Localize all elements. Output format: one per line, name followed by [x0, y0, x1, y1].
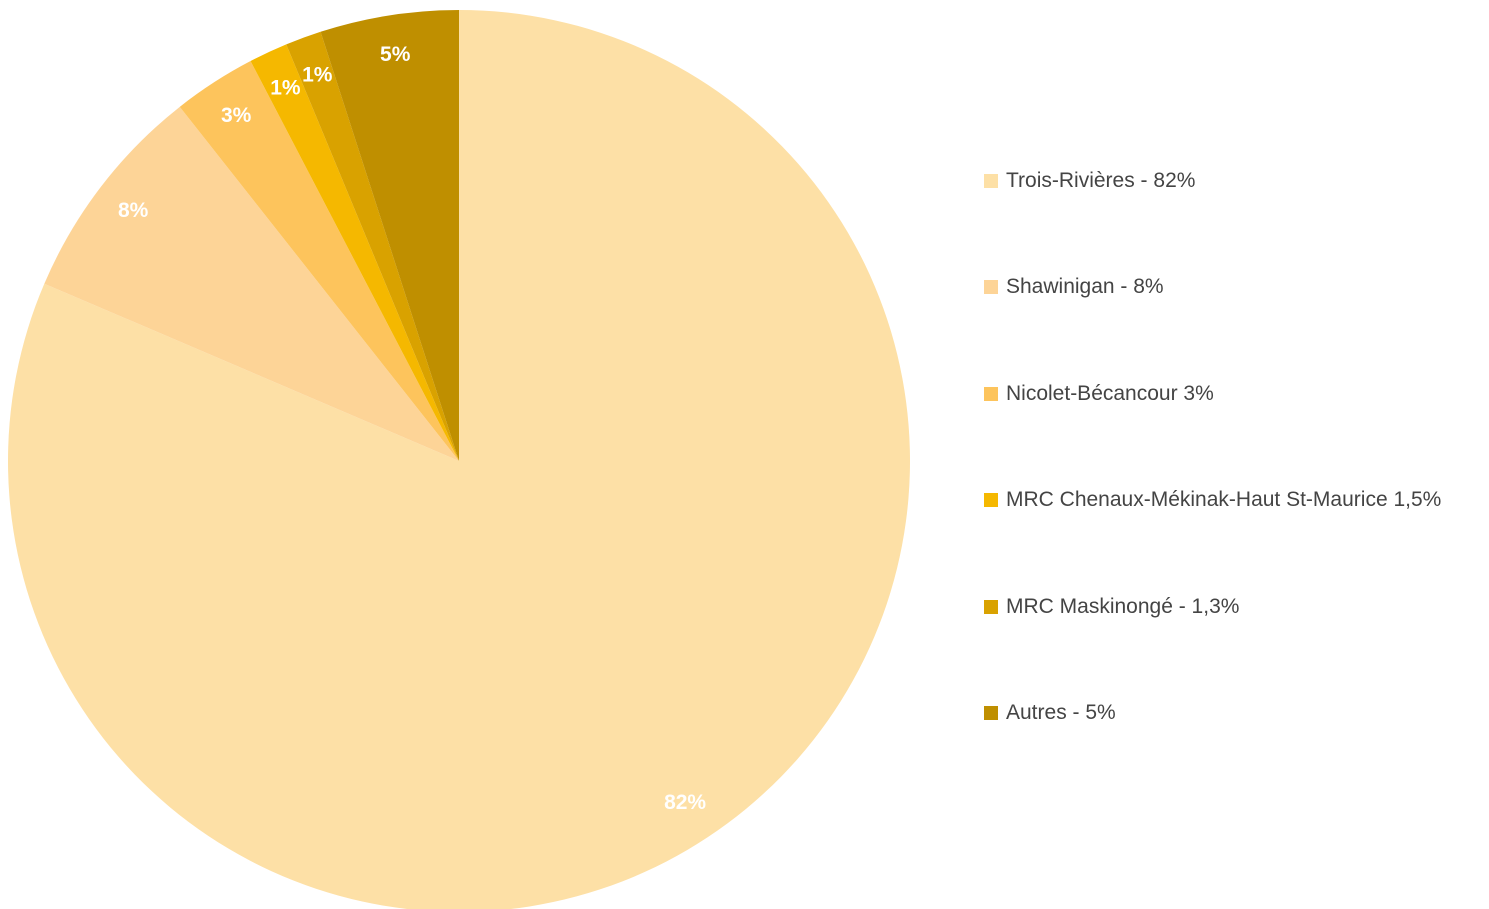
data-label: 82%: [664, 791, 706, 814]
legend-swatch: [984, 706, 998, 720]
legend-label: MRC Maskinongé - 1,3%: [1006, 595, 1240, 618]
legend-label: Autres - 5%: [1006, 701, 1116, 724]
legend-item: MRC Maskinongé - 1,3%: [984, 590, 1476, 624]
pie-chart: 82% 8% 3% 1%1% 5%: [8, 10, 910, 909]
legend-swatch: [984, 600, 998, 614]
data-label: 1%: [270, 77, 301, 100]
pie-slice: [44, 106, 459, 462]
legend-item: Autres - 5%: [984, 696, 1476, 730]
pie-slice: [250, 44, 459, 461]
data-label: 5%: [380, 43, 411, 66]
legend-item: MRC Chenaux-Mékinak-Haut St-Maurice 1,5%: [984, 483, 1476, 517]
data-label: 8%: [118, 199, 149, 222]
legend-swatch: [984, 280, 998, 294]
pie-slice: [286, 31, 459, 462]
pie-slice: [179, 61, 459, 461]
data-label: 1%: [302, 63, 333, 86]
legend-label: Shawinigan - 8%: [1006, 275, 1164, 298]
legend-swatch: [984, 174, 998, 188]
data-label: 3%: [221, 104, 252, 127]
legend-swatch: [984, 493, 998, 507]
legend-item: Nicolet-Bécancour 3%: [984, 377, 1476, 411]
legend-swatch: [984, 387, 998, 401]
pie-slice: [320, 10, 459, 461]
legend-label: MRC Chenaux-Mékinak-Haut St-Maurice 1,5%: [1006, 488, 1442, 511]
legend-label: Nicolet-Bécancour 3%: [1006, 382, 1214, 405]
legend-label: Trois-Rivières - 82%: [1006, 169, 1196, 192]
pie-slice: [8, 10, 910, 909]
legend-item: Trois-Rivières - 82%: [984, 164, 1476, 198]
legend-item: Shawinigan - 8%: [984, 270, 1476, 304]
